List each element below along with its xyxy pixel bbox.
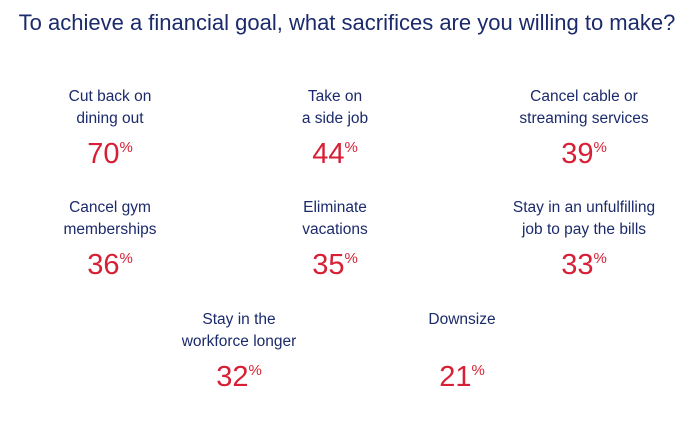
stat-value-line: 44%	[225, 134, 445, 173]
stat-value-line: 70%	[0, 134, 220, 173]
stat-item: Downsize 21%	[352, 309, 572, 396]
percent-sign: %	[119, 250, 133, 267]
stat-value: 44	[312, 138, 345, 170]
stat-item: Stay in an unfulfilling job to pay the b…	[474, 197, 694, 284]
stat-item: Cancel cable or streaming services 39%	[474, 86, 694, 173]
stat-item: Take on a side job 44%	[225, 86, 445, 173]
stat-value-line: 35%	[225, 245, 445, 284]
stat-value-line: 39%	[474, 134, 694, 173]
percent-sign: %	[119, 139, 133, 156]
stat-label: Cancel gym memberships	[63, 199, 157, 238]
stat-value: 35	[312, 249, 345, 281]
stat-value: 32	[216, 361, 249, 393]
stat-label: Downsize	[428, 311, 496, 328]
percent-sign: %	[593, 139, 607, 156]
percent-sign: %	[344, 139, 358, 156]
stat-value: 33	[561, 249, 594, 281]
stat-label: Cut back on dining out	[68, 88, 152, 127]
stat-label: Eliminate vacations	[302, 199, 368, 238]
stat-value-line: 21%	[352, 357, 572, 396]
stat-label: Take on a side job	[301, 88, 369, 127]
stat-item: Eliminate vacations 35%	[225, 197, 445, 284]
stat-item: Cancel gym memberships 36%	[0, 197, 220, 284]
percent-sign: %	[471, 362, 485, 379]
stat-label: Stay in an unfulfilling job to pay the b…	[512, 199, 656, 238]
stat-value: 21	[439, 361, 472, 393]
percent-sign: %	[344, 250, 358, 267]
percent-sign: %	[248, 362, 262, 379]
stat-item: Cut back on dining out 70%	[0, 86, 220, 173]
stat-label: Stay in the workforce longer	[181, 311, 297, 350]
stat-value-line: 32%	[129, 357, 349, 396]
stat-value-line: 33%	[474, 245, 694, 284]
stat-item: Stay in the workforce longer 32%	[129, 309, 349, 396]
percent-sign: %	[593, 250, 607, 267]
stat-value: 70	[87, 138, 120, 170]
stat-label: Cancel cable or streaming services	[519, 88, 649, 127]
stat-value-line: 36%	[0, 245, 220, 284]
stat-value: 39	[561, 138, 594, 170]
stat-value: 36	[87, 249, 120, 281]
page-title: To achieve a financial goal, what sacrif…	[18, 10, 676, 35]
